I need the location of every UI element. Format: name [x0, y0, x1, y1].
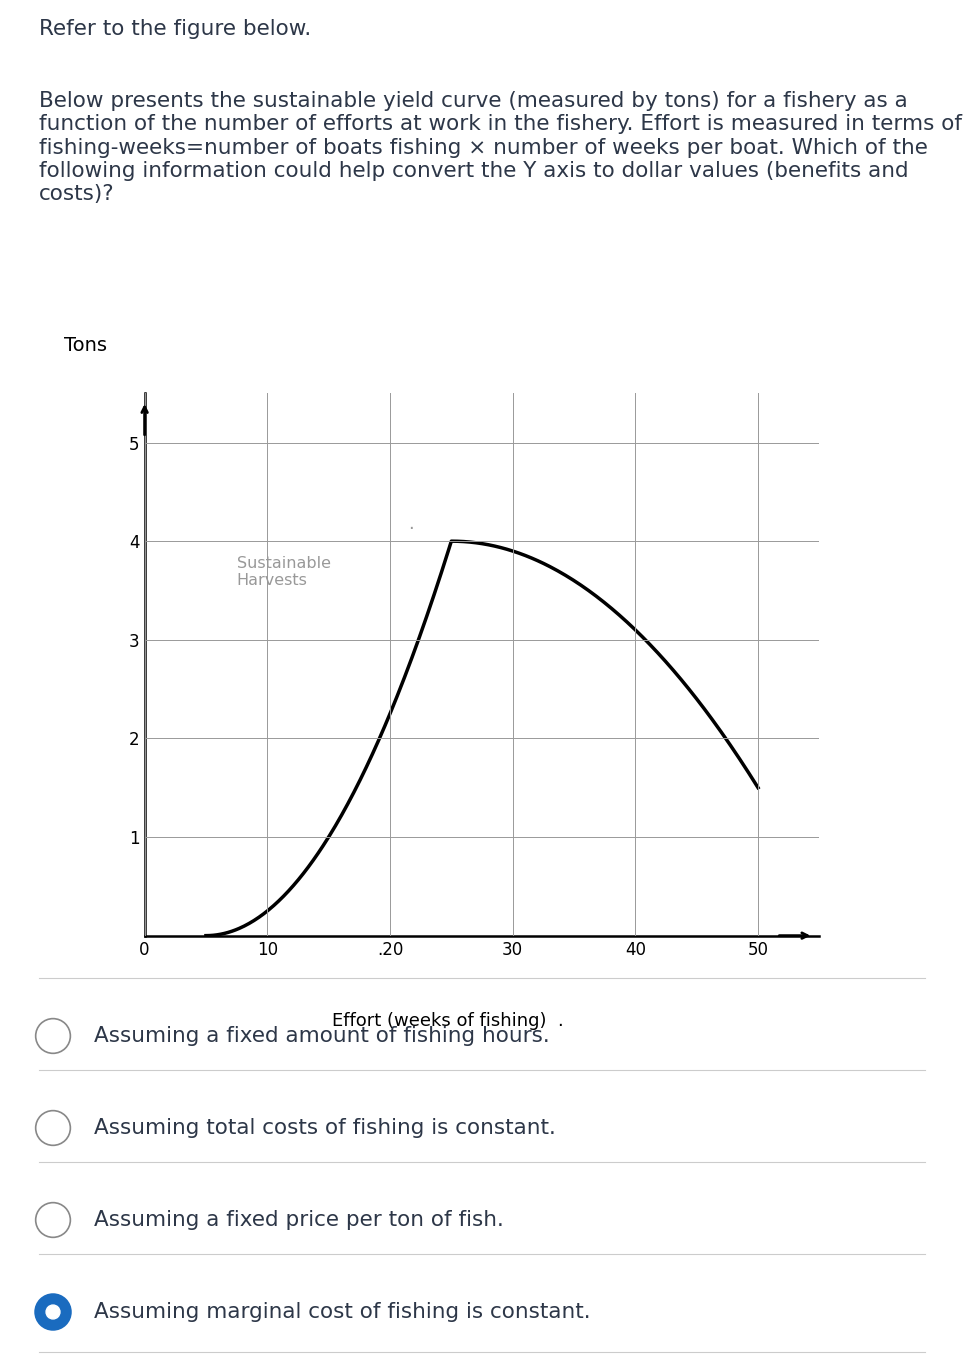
Text: Assuming total costs of fishing is constant.: Assuming total costs of fishing is const… [94, 1117, 555, 1138]
Text: Refer to the figure below.: Refer to the figure below. [39, 19, 310, 39]
Text: Assuming a fixed price per ton of fish.: Assuming a fixed price per ton of fish. [94, 1210, 503, 1230]
Ellipse shape [36, 1295, 70, 1329]
Text: Below presents the sustainable yield curve (measured by tons) for a fishery as a: Below presents the sustainable yield cur… [39, 91, 961, 203]
Ellipse shape [36, 1018, 70, 1054]
Ellipse shape [36, 1203, 70, 1237]
Text: .: . [409, 515, 415, 533]
Text: Tons: Tons [64, 336, 107, 355]
Text: Assuming a fixed amount of fishing hours.: Assuming a fixed amount of fishing hours… [94, 1026, 549, 1045]
Ellipse shape [36, 1111, 70, 1146]
Text: Effort (weeks of fishing)  .: Effort (weeks of fishing) . [333, 1012, 564, 1029]
Text: Sustainable
Harvests: Sustainable Harvests [236, 556, 331, 589]
Ellipse shape [46, 1304, 60, 1319]
Text: Assuming marginal cost of fishing is constant.: Assuming marginal cost of fishing is con… [94, 1302, 590, 1322]
